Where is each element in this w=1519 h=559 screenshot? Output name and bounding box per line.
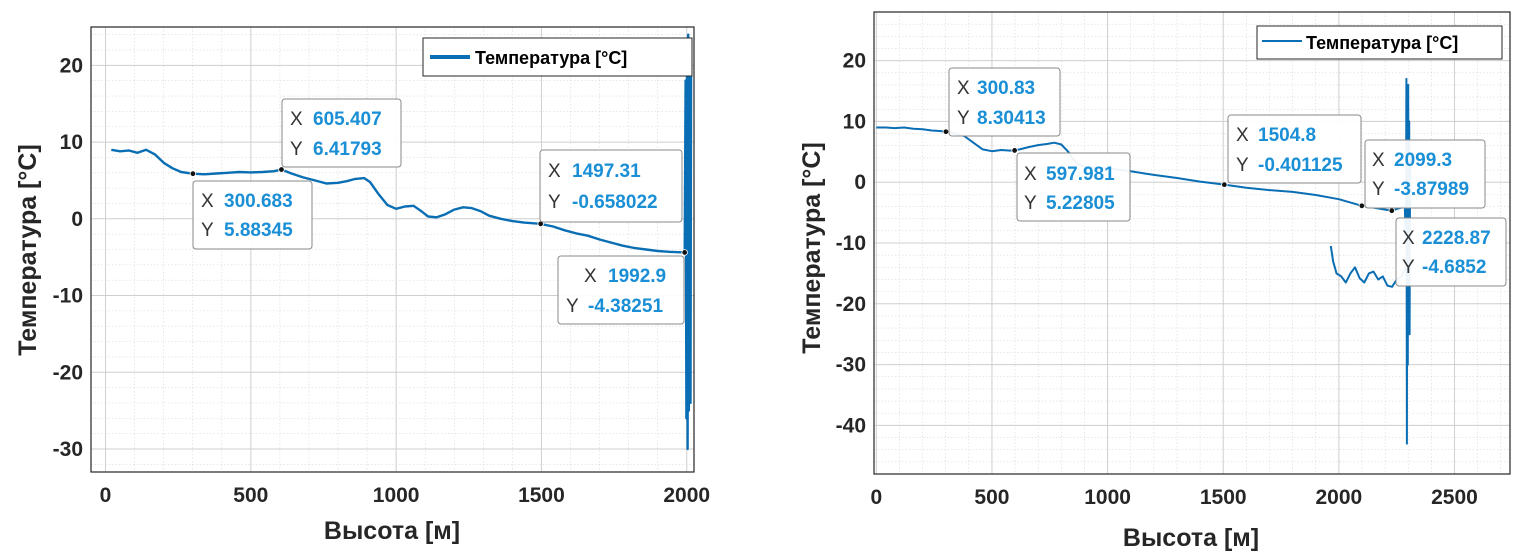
datatip-y-key: Y [1402,257,1415,278]
x-tick-label: 0 [870,486,882,509]
datatip-y-value: -4.6852 [1422,257,1486,278]
datatip[interactable]: X 2099.3 Y -3.87989 [1364,139,1486,209]
datatip-y-key: Y [548,192,561,213]
datatip[interactable]: X 1504.8 Y -0.401125 [1227,114,1362,184]
datatip-y-key: Y [290,139,303,160]
axes-frame [873,11,1511,475]
y-axis-label: Температура [°C] [798,142,826,354]
legend: Температура [°C] [422,37,693,77]
datatip-x-value: 300.683 [224,191,293,212]
datatip-markers [942,128,1395,214]
datatip-marker[interactable] [278,166,285,173]
y-tick-label: 20 [843,50,866,73]
datatip-x-key: X [201,191,214,212]
x-tick-label: 0 [100,484,112,507]
datatip[interactable]: X 1497.31 Y -0.658022 [539,149,683,223]
datatip-x-key: X [1402,228,1415,249]
series-line [111,33,693,451]
y-tick-label: -30 [836,354,866,377]
datatip-y-value: 6.41793 [313,139,382,160]
x-tick-label: 1500 [518,484,565,507]
axes-frame [90,26,695,473]
datatip-marker[interactable] [1221,181,1228,188]
datatip-x-key: X [548,161,561,182]
datatip-x-value: 300.83 [977,78,1035,99]
datatip-x-value: 605.407 [313,109,382,130]
datatip-marker[interactable] [681,249,688,256]
y-axis-label: Температура [°C] [14,144,42,356]
tick-labels: 0 500 1000 1500 2000 2500 -40 -30 -20 -10 0 10 20 [836,50,1478,509]
datatip-x-value: 597.981 [1046,164,1115,185]
x-tick-label: 500 [974,486,1009,509]
datatip-y-value: -0.401125 [1258,155,1343,176]
datatip-x-value: 2228.87 [1422,228,1491,249]
x-tick-label: 500 [233,484,268,507]
datatip-y-key: Y [566,296,579,317]
y-tick-label: 0 [854,171,866,194]
y-tick-label: 20 [60,54,83,77]
datatip-x-key: X [1236,125,1249,146]
series-line [1329,245,1407,288]
series-lines [111,33,693,451]
datatip-x-key: X [584,266,597,287]
x-axis-label: Высота [м] [324,517,460,545]
datatip[interactable]: X 2228.87 Y -4.6852 [1395,217,1507,287]
datatip-marker[interactable] [942,128,950,135]
datatip-marker[interactable] [1011,147,1018,154]
datatip[interactable]: X 605.407 Y 6.41793 [281,98,402,168]
datatip-y-value: -4.38251 [588,296,663,317]
datatip-x-key: X [1024,164,1037,185]
y-tick-label: -20 [836,293,866,316]
datatip-y-value: -0.658022 [572,192,658,213]
y-tick-label: -10 [53,285,83,308]
y-tick-label: -20 [53,361,83,384]
datatip[interactable]: X 300.683 Y 5.88345 [192,180,313,250]
x-tick-label: 1000 [1084,486,1131,509]
legend-entry: Температура [°C] [475,48,627,68]
x-tick-label: 2500 [1431,486,1478,509]
x-axis-label: Высота [м] [1123,524,1259,552]
datatip-y-key: Y [201,220,214,241]
x-tick-label: 1000 [373,484,420,507]
datatip-y-key: Y [957,108,970,129]
legend: Температура [°C] [1256,25,1503,60]
datatip-marker[interactable] [1358,202,1366,209]
x-tick-label: 2000 [663,484,710,507]
y-tick-label: 0 [71,208,83,231]
chart-left: 0 500 1000 1500 2000 -30 -20 -10 0 10 20 Высота [м… [14,26,710,545]
datatip-x-value: 2099.3 [1394,150,1452,171]
x-tick-label: 1500 [1200,486,1247,509]
x-tick-label: 2000 [1315,486,1362,509]
y-tick-label: 10 [843,110,866,133]
datatip-marker[interactable] [1388,207,1395,214]
datatip-x-key: X [290,109,303,130]
datatip-x-value: 1504.8 [1258,125,1316,146]
datatip-markers [189,166,688,256]
datatip-x-key: X [1372,150,1385,171]
datatip-y-value: 8.30413 [977,108,1046,129]
datatip-x-value: 1992.9 [608,266,666,287]
datatip-x-value: 1497.31 [572,161,641,182]
y-tick-label: -30 [53,438,83,461]
y-tick-label: 10 [60,131,83,154]
datatip-x-key: X [957,78,970,99]
datatip-y-value: -3.87989 [1394,179,1469,200]
datatip[interactable]: X 597.981 Y 5.22805 [1016,152,1131,222]
datatip-marker[interactable] [189,170,197,177]
datatip-y-key: Y [1372,179,1385,200]
chart-right: 0 500 1000 1500 2000 2500 -40 -30 -20 -10 0 10 20 Вы… [798,11,1511,552]
legend-entry: Температура [°C] [1306,33,1458,53]
datatip-y-value: 5.22805 [1046,193,1115,214]
y-tick-label: -10 [836,232,866,255]
datatip-y-value: 5.88345 [224,220,293,241]
y-tick-label: -40 [836,414,866,437]
datatip-y-key: Y [1236,155,1249,176]
datatip-y-key: Y [1024,193,1037,214]
datatip[interactable]: X 300.83 Y 8.30413 [948,67,1061,137]
tick-labels: 0 500 1000 1500 2000 -30 -20 -10 0 10 20 [53,54,710,507]
datatip[interactable]: X 1992.9 Y -4.38251 [557,255,685,325]
